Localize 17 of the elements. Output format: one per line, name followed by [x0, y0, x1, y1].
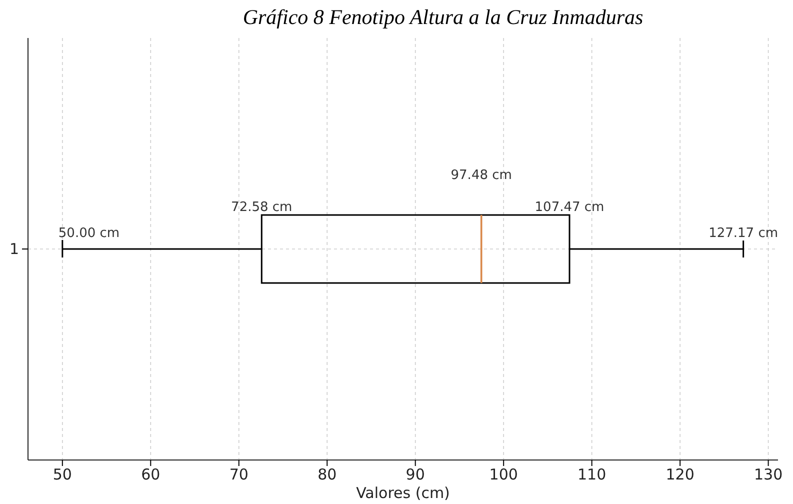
x-tick-label: 70	[229, 466, 248, 484]
x-tick-label: 60	[141, 466, 160, 484]
y-tick-label: 1	[9, 240, 19, 258]
x-tick-label: 110	[578, 466, 606, 484]
x-tick-label: 100	[489, 466, 518, 484]
x-tick-label: 80	[318, 466, 337, 484]
x-tick-label: 50	[52, 466, 72, 484]
annotation: 127.17 cm	[708, 226, 778, 241]
x-tick-label: 120	[666, 466, 694, 484]
chart-title: Gráfico 8 Fenotipo Altura a la Cruz Inmaduras	[242, 5, 644, 29]
annotation: 107.47 cm	[534, 200, 604, 215]
annotation: 50.00 cm	[58, 226, 120, 241]
x-tick-label: 90	[406, 466, 425, 484]
x-axis-title: Valores (cm)	[356, 484, 450, 502]
annotation: 72.58 cm	[231, 200, 292, 215]
x-tick-label: 130	[754, 466, 783, 484]
annotation: 97.48 cm	[450, 168, 512, 183]
